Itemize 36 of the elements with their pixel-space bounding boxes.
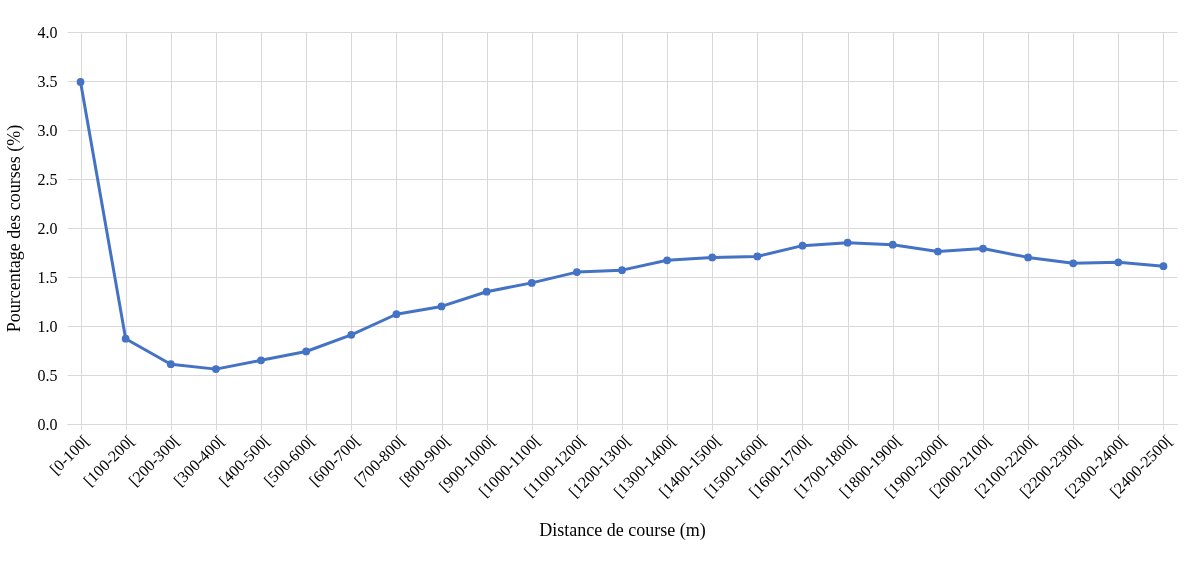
y-tick-label: 2.5	[37, 170, 58, 188]
point	[708, 253, 717, 262]
point	[843, 238, 852, 247]
point	[888, 240, 897, 249]
point	[753, 252, 762, 261]
point	[482, 287, 491, 296]
y-tick-label: 0.0	[37, 415, 58, 433]
y-tick-label: 1.5	[37, 268, 58, 286]
point	[302, 347, 311, 356]
point	[1114, 258, 1123, 267]
y-tick-label: 1.0	[37, 317, 58, 335]
y-tick-label: 3.5	[37, 72, 58, 90]
point	[573, 268, 581, 276]
y-tick-label: 2.0	[37, 219, 58, 237]
point	[527, 279, 536, 287]
point	[166, 360, 175, 369]
y-tick-label: 0.5	[37, 366, 58, 384]
point	[1159, 262, 1168, 271]
point	[979, 244, 987, 253]
point	[121, 334, 130, 343]
y-axis-title: Pourcentage des courses (%)	[3, 124, 25, 333]
y-tick-label: 4.0	[37, 23, 58, 41]
y-tick-label: 3.0	[37, 121, 58, 139]
point	[1069, 259, 1078, 268]
point	[257, 356, 265, 365]
point	[212, 365, 220, 373]
point	[392, 310, 401, 319]
point	[437, 302, 446, 311]
point	[347, 330, 356, 339]
point	[76, 78, 85, 86]
x-axis-title: Distance de course (m)	[539, 520, 706, 542]
point	[798, 241, 807, 250]
point	[1024, 253, 1032, 262]
point	[663, 256, 671, 265]
point	[933, 247, 942, 256]
point	[618, 266, 626, 275]
